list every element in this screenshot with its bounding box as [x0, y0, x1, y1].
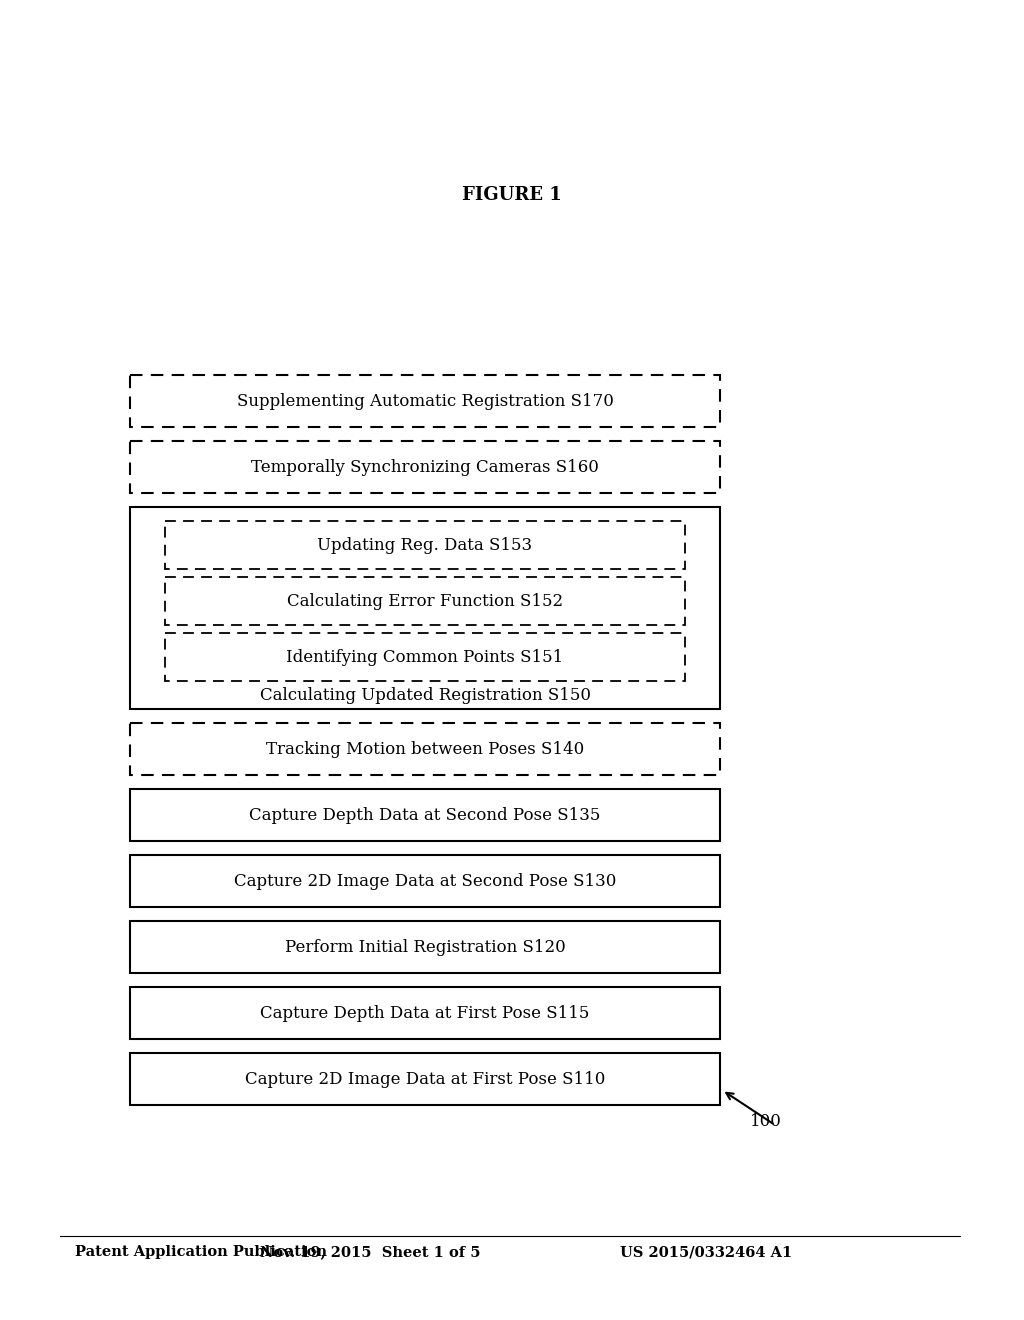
Text: Calculating Error Function S152: Calculating Error Function S152 [287, 593, 563, 610]
Text: Capture Depth Data at Second Pose S135: Capture Depth Data at Second Pose S135 [249, 807, 601, 824]
Text: Identifying Common Points S151: Identifying Common Points S151 [287, 648, 563, 665]
Bar [130, 855, 720, 907]
Bar [165, 634, 685, 681]
Bar [130, 789, 720, 841]
Bar [130, 375, 720, 426]
Bar [165, 521, 685, 569]
Text: Capture 2D Image Data at First Pose S110: Capture 2D Image Data at First Pose S110 [245, 1071, 605, 1088]
Bar [130, 1053, 720, 1105]
Text: Supplementing Automatic Registration S170: Supplementing Automatic Registration S17… [237, 392, 613, 409]
Bar [130, 441, 720, 492]
Text: FIGURE 1: FIGURE 1 [462, 186, 562, 205]
Text: Calculating Updated Registration S150: Calculating Updated Registration S150 [259, 686, 591, 704]
Text: Perform Initial Registration S120: Perform Initial Registration S120 [285, 939, 565, 956]
Text: Nov. 19, 2015  Sheet 1 of 5: Nov. 19, 2015 Sheet 1 of 5 [260, 1245, 480, 1259]
Text: Updating Reg. Data S153: Updating Reg. Data S153 [317, 536, 532, 553]
Bar [130, 507, 720, 709]
Text: Tracking Motion between Poses S140: Tracking Motion between Poses S140 [266, 741, 584, 758]
Bar [165, 577, 685, 624]
Text: Patent Application Publication: Patent Application Publication [75, 1245, 327, 1259]
Text: US 2015/0332464 A1: US 2015/0332464 A1 [620, 1245, 793, 1259]
Text: 100: 100 [750, 1113, 782, 1130]
Bar [130, 921, 720, 973]
Bar [130, 723, 720, 775]
Text: Temporally Synchronizing Cameras S160: Temporally Synchronizing Cameras S160 [251, 458, 599, 475]
Bar [130, 987, 720, 1039]
Text: Capture Depth Data at First Pose S115: Capture Depth Data at First Pose S115 [260, 1005, 590, 1022]
Text: Capture 2D Image Data at Second Pose S130: Capture 2D Image Data at Second Pose S13… [233, 873, 616, 890]
